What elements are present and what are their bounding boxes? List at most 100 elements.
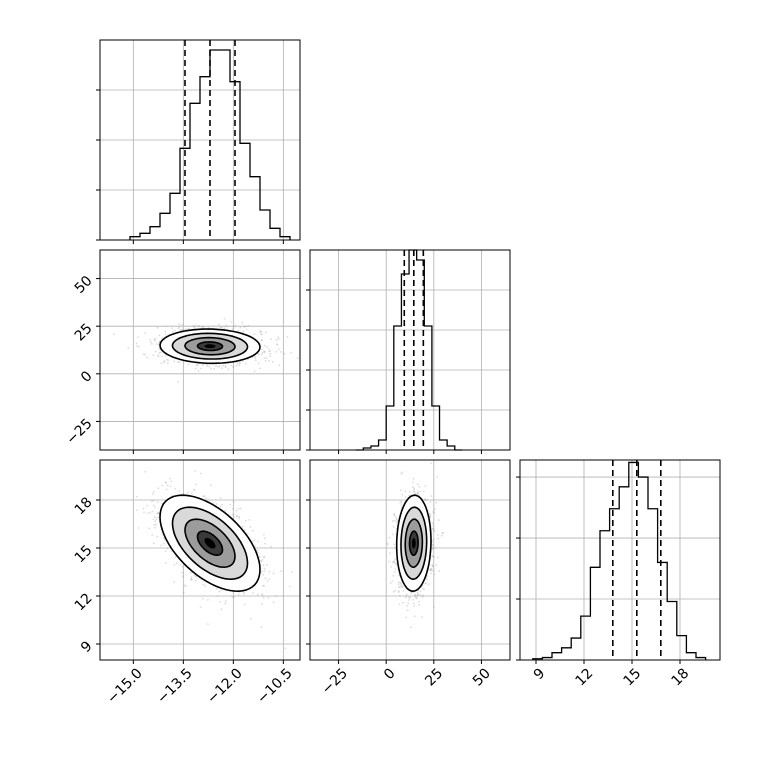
x-tick-label: −10.5 xyxy=(254,665,296,707)
sample-point xyxy=(242,330,245,332)
sample-point xyxy=(394,546,397,549)
sample-point xyxy=(224,365,227,367)
sample-point xyxy=(290,351,293,354)
sample-point xyxy=(232,366,235,368)
contour-0-3 xyxy=(159,328,261,365)
sample-point xyxy=(424,498,426,501)
sample-point xyxy=(432,565,434,568)
sample-point xyxy=(189,571,192,574)
sample-point xyxy=(239,326,242,329)
sample-point xyxy=(395,518,398,521)
sample-point xyxy=(154,526,157,529)
sample-point xyxy=(169,485,172,488)
sample-point xyxy=(277,336,279,339)
sample-point xyxy=(400,504,403,506)
sample-point xyxy=(154,337,157,340)
sample-point xyxy=(393,561,395,563)
sample-point xyxy=(433,573,436,576)
sample-point xyxy=(401,493,404,496)
sample-point xyxy=(154,523,157,526)
sample-point xyxy=(277,348,280,351)
sample-point xyxy=(220,589,223,592)
sample-point xyxy=(441,532,444,534)
sample-point xyxy=(431,522,434,525)
sample-point xyxy=(200,472,202,475)
sample-point xyxy=(247,324,250,327)
sample-point xyxy=(244,325,247,328)
sample-point xyxy=(144,470,147,473)
sample-point xyxy=(425,582,427,585)
sample-point xyxy=(400,500,403,502)
sample-point xyxy=(409,626,412,629)
sample-point xyxy=(261,559,264,561)
sample-point xyxy=(179,328,182,331)
sample-point xyxy=(149,511,152,514)
sample-point xyxy=(210,484,212,487)
sample-point xyxy=(264,359,267,362)
sample-point xyxy=(181,575,184,578)
sample-point xyxy=(416,483,419,486)
sample-point xyxy=(246,532,249,535)
sample-point xyxy=(392,574,395,577)
y-tick-label: 25 xyxy=(72,321,96,345)
sample-point xyxy=(231,328,234,331)
sample-point xyxy=(177,380,179,383)
sample-point xyxy=(272,572,275,575)
sample-point xyxy=(429,568,432,571)
sample-point xyxy=(154,506,157,509)
sample-point xyxy=(252,530,254,532)
sample-point xyxy=(136,509,139,511)
sample-point xyxy=(441,534,443,537)
sample-point xyxy=(151,510,154,513)
hist-2-grid xyxy=(516,460,720,664)
sample-point xyxy=(432,538,435,541)
sample-point xyxy=(426,498,428,501)
sample-point xyxy=(393,543,396,546)
sample-point xyxy=(214,365,217,367)
sample-point xyxy=(220,326,223,329)
sample-point xyxy=(155,343,158,345)
sample-point xyxy=(280,570,282,572)
sample-point xyxy=(413,491,416,493)
sample-point xyxy=(264,331,267,334)
sample-point xyxy=(232,501,235,503)
y-tick-label: −25 xyxy=(63,416,95,448)
sample-point xyxy=(269,352,272,355)
sample-point xyxy=(152,504,155,507)
sample-point xyxy=(184,585,187,588)
sample-point xyxy=(259,367,261,370)
x-tick-label: −15.0 xyxy=(104,665,146,707)
sample-point xyxy=(164,330,167,333)
sample-point xyxy=(413,605,416,607)
sample-point xyxy=(181,328,184,331)
sample-point xyxy=(166,484,169,487)
scatter-panel-0 xyxy=(99,249,301,451)
sample-point xyxy=(152,499,155,502)
sample-point xyxy=(260,560,262,562)
sample-point xyxy=(158,352,161,354)
sample-point xyxy=(177,361,180,364)
sample-point xyxy=(414,594,417,597)
sample-point xyxy=(164,333,167,336)
sample-point xyxy=(414,596,417,598)
density-peak-1 xyxy=(204,537,216,549)
sample-point xyxy=(389,582,392,584)
sample-point xyxy=(264,350,266,353)
sample-point xyxy=(424,499,427,501)
sample-point xyxy=(238,515,241,518)
sample-point xyxy=(157,343,160,346)
sample-point xyxy=(264,344,266,347)
sample-point xyxy=(430,462,432,465)
contour-1-1 xyxy=(184,518,236,569)
density-peak-0 xyxy=(204,344,216,349)
sample-point xyxy=(267,359,270,362)
sample-point xyxy=(263,350,265,353)
sample-point xyxy=(437,556,439,559)
sample-point xyxy=(193,326,196,329)
sample-point xyxy=(435,501,438,504)
sample-point xyxy=(200,367,202,370)
sample-point xyxy=(404,496,407,499)
sample-point xyxy=(197,370,200,372)
sample-point xyxy=(152,542,155,545)
sample-point xyxy=(164,562,167,564)
